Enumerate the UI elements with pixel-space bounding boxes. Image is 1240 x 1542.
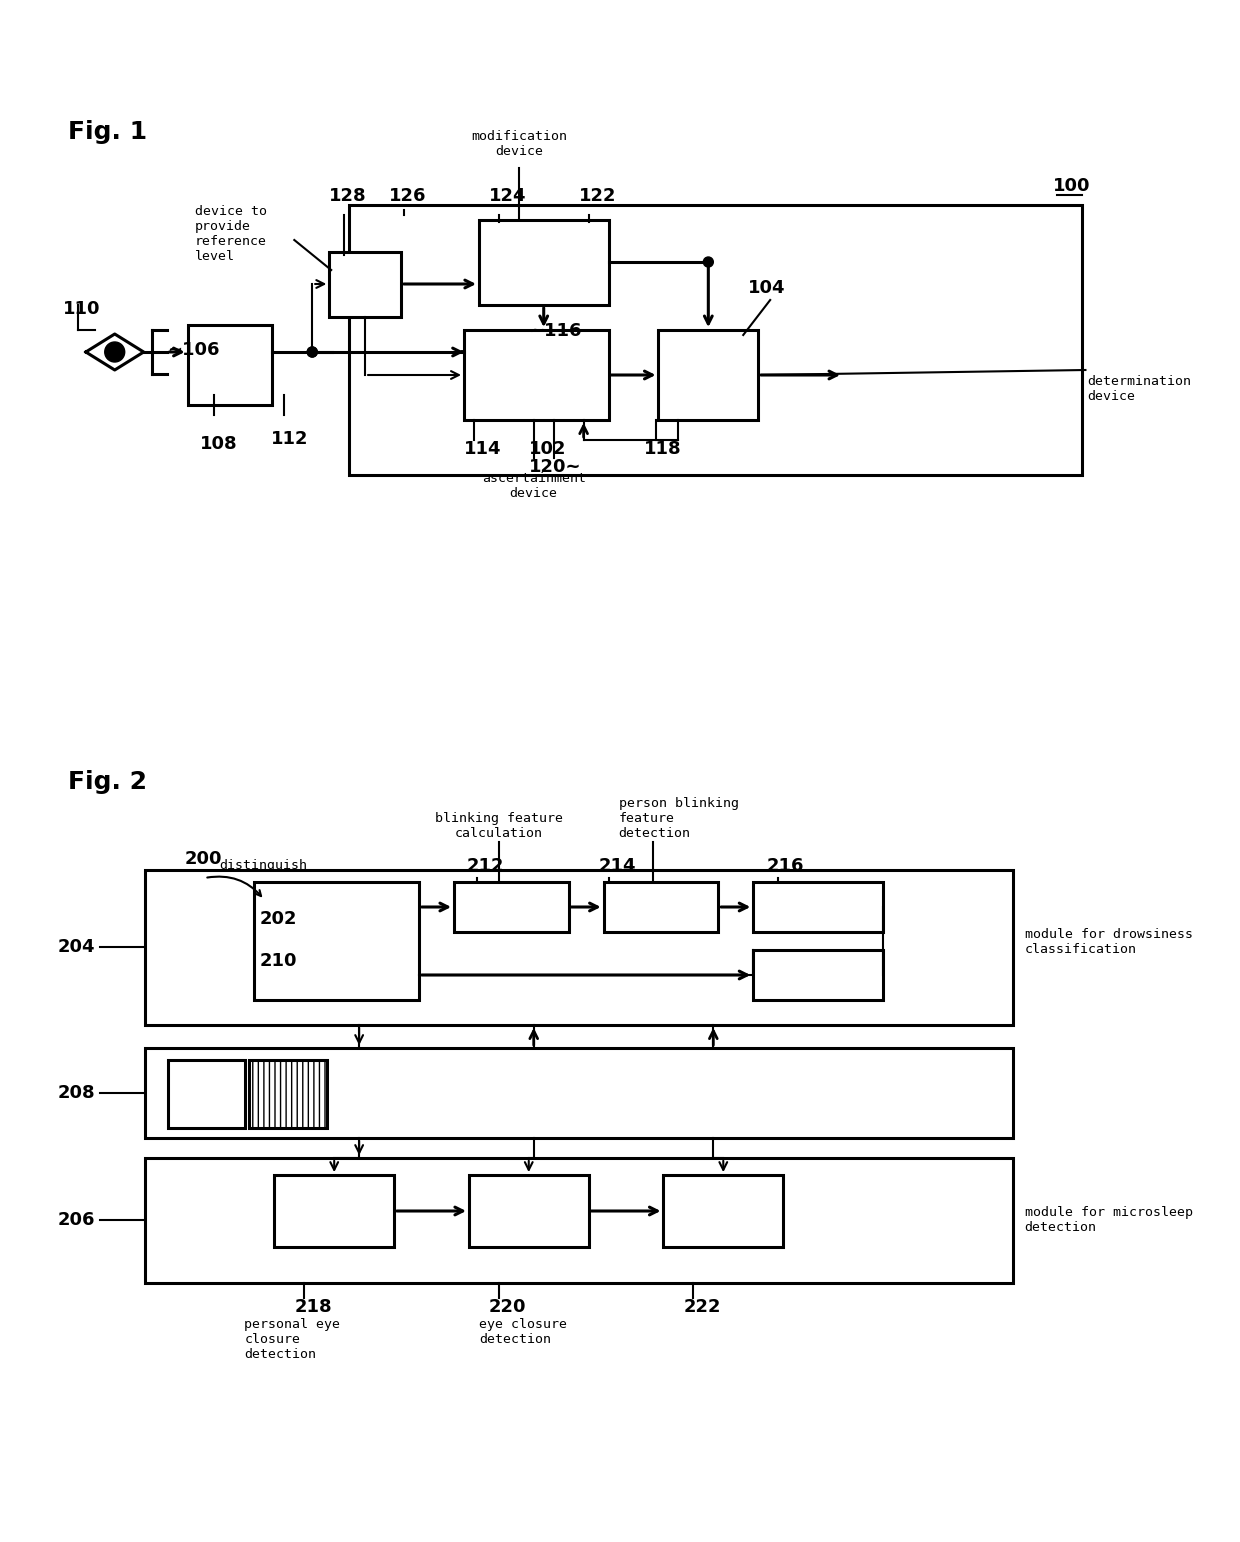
Text: modification
device: modification device bbox=[471, 130, 567, 157]
Text: 100: 100 bbox=[1053, 177, 1090, 194]
Circle shape bbox=[308, 347, 317, 358]
Text: Fig. 2: Fig. 2 bbox=[68, 769, 146, 794]
Text: eye closure
detection: eye closure detection bbox=[479, 1318, 567, 1346]
Bar bbox=[464, 330, 609, 419]
Text: 222: 222 bbox=[683, 1298, 720, 1315]
Bar bbox=[249, 1059, 327, 1129]
Bar bbox=[454, 882, 569, 931]
Text: 208: 208 bbox=[57, 1084, 94, 1103]
Text: 104: 104 bbox=[748, 279, 786, 298]
Text: 120~: 120~ bbox=[528, 458, 582, 476]
Bar bbox=[753, 882, 883, 931]
Bar bbox=[145, 1158, 1013, 1283]
Bar bbox=[658, 330, 758, 419]
Text: 204: 204 bbox=[57, 938, 94, 956]
Circle shape bbox=[104, 342, 125, 362]
Text: 212: 212 bbox=[467, 857, 505, 874]
Polygon shape bbox=[86, 335, 144, 370]
Bar bbox=[753, 950, 883, 1001]
Text: 206: 206 bbox=[57, 1210, 94, 1229]
Text: blinking feature
calculation: blinking feature calculation bbox=[435, 813, 563, 840]
Circle shape bbox=[308, 347, 317, 358]
Text: 216: 216 bbox=[766, 857, 804, 874]
Text: 114: 114 bbox=[464, 439, 501, 458]
Text: 112: 112 bbox=[272, 430, 309, 449]
Text: device to
provide
reference
level: device to provide reference level bbox=[195, 205, 267, 264]
Text: 102: 102 bbox=[528, 439, 567, 458]
Text: 200: 200 bbox=[185, 850, 222, 868]
Text: determination
device: determination device bbox=[1087, 375, 1192, 402]
Text: 124: 124 bbox=[489, 187, 526, 205]
Bar bbox=[274, 1175, 394, 1247]
Text: 220: 220 bbox=[489, 1298, 526, 1315]
Text: 214: 214 bbox=[599, 857, 636, 874]
Text: 210: 210 bbox=[259, 951, 296, 970]
Text: person blinking
feature
detection: person blinking feature detection bbox=[619, 797, 739, 840]
Text: module for drowsiness
classification: module for drowsiness classification bbox=[1024, 928, 1193, 956]
Bar bbox=[254, 882, 419, 1001]
Text: personal eye
closure
detection: personal eye closure detection bbox=[244, 1318, 341, 1362]
Text: 122: 122 bbox=[579, 187, 616, 205]
Bar bbox=[187, 325, 273, 406]
Text: 126: 126 bbox=[389, 187, 427, 205]
Text: 202: 202 bbox=[259, 910, 296, 928]
Bar bbox=[145, 1049, 1013, 1138]
Bar bbox=[350, 205, 1083, 475]
Bar bbox=[145, 870, 1013, 1025]
Text: Fig. 1: Fig. 1 bbox=[68, 120, 148, 143]
Text: 110: 110 bbox=[63, 301, 100, 318]
Text: 118: 118 bbox=[644, 439, 681, 458]
Text: distinguish: distinguish bbox=[219, 859, 308, 871]
Bar bbox=[663, 1175, 784, 1247]
Text: ~106: ~106 bbox=[167, 341, 221, 359]
Bar bbox=[167, 1059, 246, 1129]
Text: ascertainment
device: ascertainment device bbox=[481, 472, 585, 500]
Text: ~116: ~116 bbox=[528, 322, 582, 339]
Text: 108: 108 bbox=[200, 435, 237, 453]
Bar bbox=[330, 251, 401, 318]
Bar bbox=[604, 882, 718, 931]
Bar bbox=[469, 1175, 589, 1247]
Bar bbox=[479, 221, 609, 305]
Text: 128: 128 bbox=[330, 187, 367, 205]
Text: module for microsleep
detection: module for microsleep detection bbox=[1024, 1206, 1193, 1234]
Text: 218: 218 bbox=[294, 1298, 332, 1315]
Circle shape bbox=[703, 258, 713, 267]
